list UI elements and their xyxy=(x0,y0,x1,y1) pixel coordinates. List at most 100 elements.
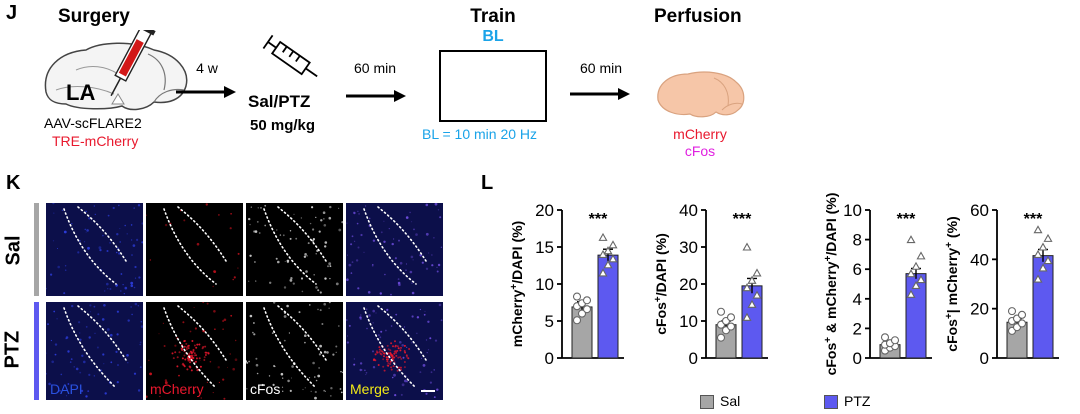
significance-label: *** xyxy=(589,211,608,228)
arrow-icon-2 xyxy=(346,90,406,102)
data-point-sal xyxy=(572,316,582,325)
data-point-ptz xyxy=(906,269,916,278)
micrograph-sal-dapi xyxy=(46,203,143,296)
micrograph-ptz-merge: Merge xyxy=(346,302,443,400)
data-point-ptz xyxy=(747,299,757,308)
y-axis-label: cFos+ & mCherry+/DAPI (%) xyxy=(823,193,840,376)
y-axis-label-part: + xyxy=(509,284,520,290)
data-point-sal xyxy=(582,296,592,305)
arrow-icon-3 xyxy=(570,88,630,100)
data-point-ptz xyxy=(916,251,926,260)
data-point-ptz xyxy=(598,232,608,241)
delay-label-3: 60 min xyxy=(579,60,623,76)
surgery-heading: Surgery xyxy=(58,6,130,27)
y-axis-label-part: mCherry xyxy=(509,289,525,347)
data-point-ptz xyxy=(747,275,757,284)
data-point-ptz xyxy=(1043,256,1053,265)
y-axis-label: cFos+| mCherry+ (%) xyxy=(944,216,961,351)
syringe-icon xyxy=(262,34,318,78)
data-point-ptz xyxy=(911,261,921,270)
significance-label: *** xyxy=(733,211,752,228)
y-axis-label-part: + xyxy=(823,255,834,261)
virus-label-2: TRE-mCherry xyxy=(52,133,139,149)
channel-label-cfos: cFos xyxy=(250,381,281,397)
legend-label-sal: Sal xyxy=(720,393,741,409)
data-point-ptz xyxy=(906,235,916,244)
virus-label-1: AAV-scFLARE2 xyxy=(44,115,142,131)
y-tick-label: 20 xyxy=(535,201,554,220)
perfusion-heading: Perfusion xyxy=(654,6,742,27)
data-point-sal xyxy=(582,305,592,314)
injected-brain-illustration xyxy=(44,30,188,111)
y-tick-label: 40 xyxy=(970,250,989,269)
stain-label-2: cFos xyxy=(684,143,716,159)
y-tick-label: 60 xyxy=(970,201,989,220)
legend-label-ptz: PTZ xyxy=(844,393,871,409)
stain-label-1: mCherry xyxy=(673,126,727,142)
micrograph-sal-cfos xyxy=(246,203,343,296)
data-point-ptz xyxy=(603,260,613,269)
y-tick-label: 0 xyxy=(689,349,698,368)
channel-label-mcherry: mCherry xyxy=(150,381,204,397)
ptz-row-bar xyxy=(34,302,39,400)
data-point-ptz xyxy=(752,268,762,277)
micrograph-sal-merge xyxy=(346,203,443,296)
train-heading: Train xyxy=(470,6,516,27)
y-axis-label-part: | mCherry xyxy=(944,248,960,314)
arrow-icon-1 xyxy=(176,86,236,98)
y-axis-label: mCherry+/DAPI (%) xyxy=(509,221,526,347)
y-tick-label: 0 xyxy=(980,349,989,368)
y-tick-label: 10 xyxy=(535,275,554,294)
y-axis-label: cFos+/DAPI (%) xyxy=(653,233,670,335)
bar-ptz xyxy=(597,254,619,359)
bl-label: BL xyxy=(482,28,504,45)
y-tick-label: 6 xyxy=(853,260,862,279)
data-point-ptz xyxy=(916,275,926,284)
legend-swatch-sal xyxy=(700,395,714,409)
data-point-ptz xyxy=(608,254,618,263)
row-label-sal: Sal xyxy=(2,235,25,266)
y-tick-label: 30 xyxy=(679,238,698,257)
data-point-ptz xyxy=(742,242,752,251)
data-point-ptz xyxy=(1033,249,1043,258)
y-axis-label-part: + xyxy=(944,313,955,319)
training-arena-box xyxy=(439,50,547,122)
y-tick-label: 20 xyxy=(970,300,989,319)
y-tick-label: 4 xyxy=(853,290,862,309)
data-point-ptz xyxy=(742,283,752,292)
data-point-ptz xyxy=(1043,233,1053,242)
y-axis-label-part: cFos xyxy=(653,302,669,335)
panel-letter-l: L xyxy=(481,172,494,194)
micrograph-ptz-mcherry: mCherry xyxy=(146,302,243,400)
y-axis-label-part: (%) xyxy=(944,216,960,242)
channel-label-dapi: DAPI xyxy=(50,381,83,397)
panel-letter-k: K xyxy=(6,172,21,194)
y-tick-label: 2 xyxy=(853,319,862,338)
scale-bar xyxy=(421,390,435,392)
row-label-ptz: PTZ xyxy=(1,330,24,369)
data-point-sal xyxy=(716,333,726,342)
data-point-sal xyxy=(726,313,736,322)
y-axis-label-part: & mCherry xyxy=(823,261,839,337)
data-point-sal xyxy=(716,307,726,316)
data-point-sal xyxy=(1007,307,1017,316)
dose-label: 50 mg/kg xyxy=(250,117,316,134)
y-axis-label-part: + xyxy=(823,337,834,343)
y-axis-label-part: cFos xyxy=(944,319,960,352)
perfused-brain-icon xyxy=(657,71,745,118)
data-point-ptz xyxy=(1033,225,1043,234)
data-point-sal xyxy=(1017,319,1027,328)
data-point-sal xyxy=(880,333,890,342)
significance-label: *** xyxy=(897,211,916,228)
chart-1: 0 5 10 15 20 mCherry+/DAPI (%) *** xyxy=(509,201,624,368)
y-tick-label: 10 xyxy=(679,312,698,331)
data-point-sal xyxy=(572,292,582,301)
y-tick-label: 40 xyxy=(679,201,698,220)
data-point-ptz xyxy=(608,240,618,249)
bl-detail-label: BL = 10 min 20 Hz xyxy=(422,126,538,142)
delay-label-2: 60 min xyxy=(353,60,397,76)
data-point-sal xyxy=(1017,310,1027,319)
data-point-sal xyxy=(726,322,736,331)
